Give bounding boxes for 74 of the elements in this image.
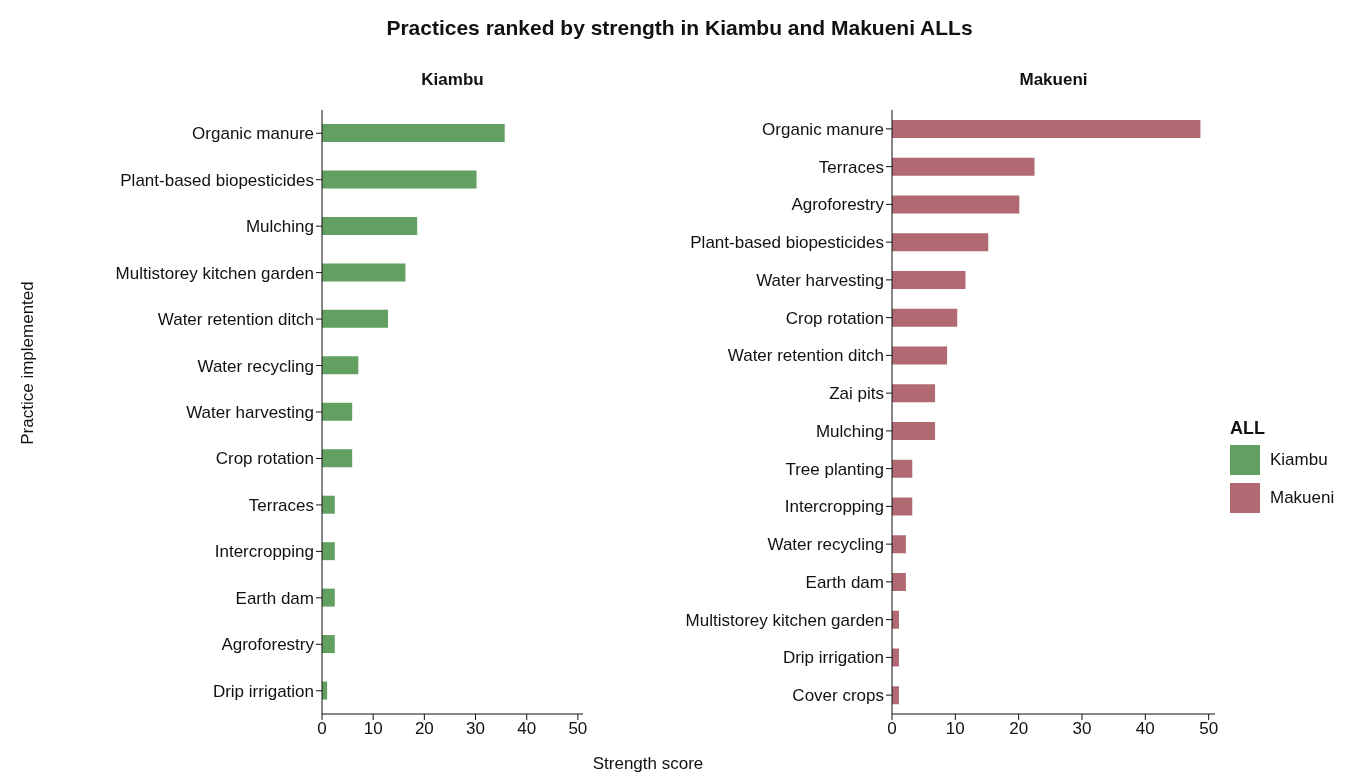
y-tick-label: Earth dam: [805, 572, 884, 592]
y-tick-label: Mulching: [245, 217, 314, 237]
y-tick-label: Cover crops: [792, 686, 884, 706]
y-tick-label: Crop rotation: [785, 308, 884, 328]
x-tick-label: 50: [568, 719, 588, 739]
y-tick-label: Water harvesting: [186, 403, 314, 423]
y-tick-label: Agroforestry: [791, 195, 885, 215]
chart-subtitle: Makueni: [1018, 70, 1089, 91]
bar: [892, 120, 1201, 138]
x-tick-label: 0: [887, 719, 897, 739]
bar: [892, 384, 936, 403]
text: Practices ranked by strength in Kiambu and Makueni ALLs: [385, 16, 974, 40]
bar: [892, 195, 1020, 214]
bar: [892, 233, 989, 252]
bar: [322, 356, 359, 375]
x-tick-label: 50: [1199, 719, 1219, 739]
bar: [892, 535, 906, 554]
y-tick-label: Crop rotation: [215, 449, 314, 469]
y-tick-label: Mulching: [815, 421, 884, 441]
x-tick-label: 10: [363, 719, 383, 739]
y-tick-label: Agroforestry: [221, 635, 315, 655]
y-tick-label: Plant-based biopesticides: [120, 170, 314, 190]
bar: [892, 573, 906, 591]
x-axis-title: Strength score: [591, 754, 705, 774]
legend-label: Makueni: [1270, 488, 1335, 508]
bar: [892, 346, 948, 365]
y-axis-title: Practice implemented: [18, 280, 38, 447]
bar: [892, 422, 936, 440]
y-tick-label: Intercropping: [214, 542, 314, 562]
bar: [322, 170, 477, 189]
y-tick-label: Earth dam: [235, 588, 314, 608]
y-tick-label: Water recycling: [197, 356, 314, 376]
x-tick-label: 30: [466, 719, 485, 739]
x-tick-label: 20: [1009, 719, 1029, 739]
y-tick-label: Water recycling: [767, 535, 884, 555]
bar: [892, 459, 913, 478]
bar: [322, 263, 406, 282]
bar: [322, 542, 335, 561]
y-tick-label: Multistorey kitchen garden: [685, 610, 884, 630]
y-tick-label: Water retention ditch: [727, 346, 884, 366]
bar: [322, 402, 353, 421]
y-tick-label: Water retention ditch: [157, 310, 314, 330]
y-tick-label: Intercropping: [784, 497, 884, 517]
y-tick-label: Multistorey kitchen garden: [115, 263, 314, 283]
bar: [892, 157, 1035, 176]
y-tick-label: Drip irrigation: [782, 648, 884, 668]
y-tick-label: Organic manure: [192, 124, 314, 144]
bar: [322, 449, 353, 468]
chart-subtitle: Kiambu: [420, 70, 485, 91]
bar: [892, 308, 958, 327]
bar: [322, 124, 505, 142]
y-tick-label: Drip irrigation: [212, 681, 314, 701]
y-tick-label: Zai pits: [829, 384, 884, 404]
bar: [322, 495, 335, 514]
x-tick-label: 20: [414, 719, 434, 739]
y-tick-label: Plant-based biopesticides: [690, 233, 884, 253]
x-tick-label: 30: [1072, 719, 1092, 739]
legend-label: Kiambu: [1270, 450, 1328, 470]
x-tick-label: 0: [317, 719, 327, 739]
bar: [892, 271, 966, 289]
bar: [892, 497, 913, 516]
y-tick-label: Organic manure: [762, 119, 884, 139]
x-tick-label: 40: [517, 719, 537, 739]
y-tick-label: Terraces: [818, 157, 884, 177]
bar: [322, 309, 389, 328]
y-tick-label: Water harvesting: [756, 270, 884, 290]
legend-title: ALL: [1230, 418, 1266, 439]
x-tick-label: 10: [945, 719, 965, 739]
x-tick-label: 40: [1135, 719, 1155, 739]
y-tick-label: Tree planting: [785, 459, 884, 479]
bar: [322, 216, 418, 235]
y-tick-label: Terraces: [248, 495, 314, 515]
bar: [322, 635, 335, 654]
bar: [322, 588, 335, 607]
